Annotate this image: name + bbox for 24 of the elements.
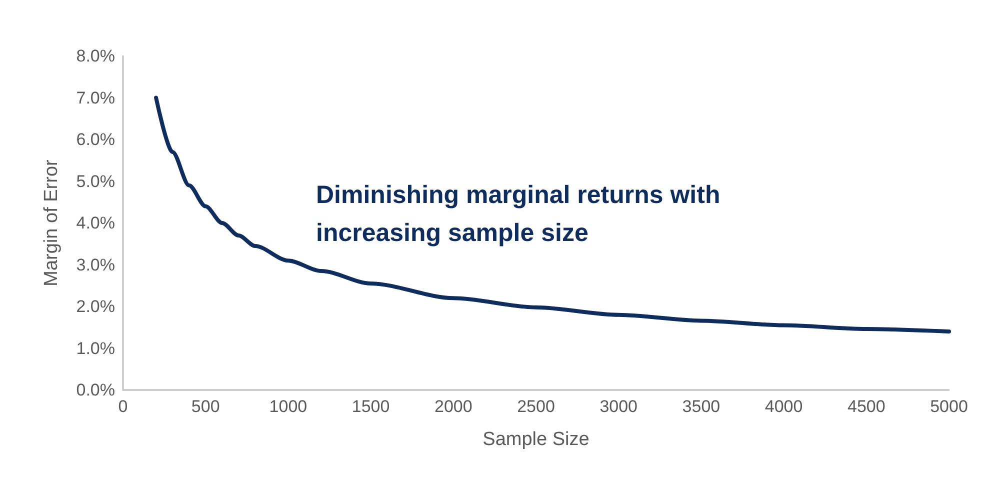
y-tick-label: 3.0%	[76, 255, 115, 274]
x-tick-label: 5000	[930, 397, 968, 416]
y-axis-title: Margin of Error	[41, 158, 62, 286]
y-tick-label: 6.0%	[76, 130, 115, 149]
x-tick-label: 3000	[600, 397, 638, 416]
x-axis-title: Sample Size	[482, 429, 590, 450]
x-tick-label: 3500	[682, 397, 720, 416]
x-tick-label: 4000	[764, 397, 803, 416]
y-tick-label: 4.0%	[76, 214, 115, 232]
x-tick-label: 2500	[517, 397, 555, 416]
y-tick-label: 5.0%	[76, 172, 115, 191]
y-tick-label: 1.0%	[76, 338, 115, 358]
y-tick-label: 0.0%	[76, 380, 115, 400]
x-tick-label: 4500	[847, 397, 886, 416]
x-tick-label: 1500	[352, 397, 390, 416]
x-tick-label: 500	[191, 397, 220, 416]
annotation: Diminishing marginal returns with increasing sample size	[316, 181, 720, 247]
y-tick-label: 7.0%	[76, 88, 115, 108]
x-tick-label: 0	[118, 397, 128, 416]
y-tick-label: 2.0%	[76, 297, 115, 316]
x-tick-label: 1000	[269, 397, 308, 416]
y-tick-label: 8.0%	[76, 46, 115, 66]
line-series	[154, 96, 951, 334]
x-tick-label: 2000	[434, 397, 472, 416]
